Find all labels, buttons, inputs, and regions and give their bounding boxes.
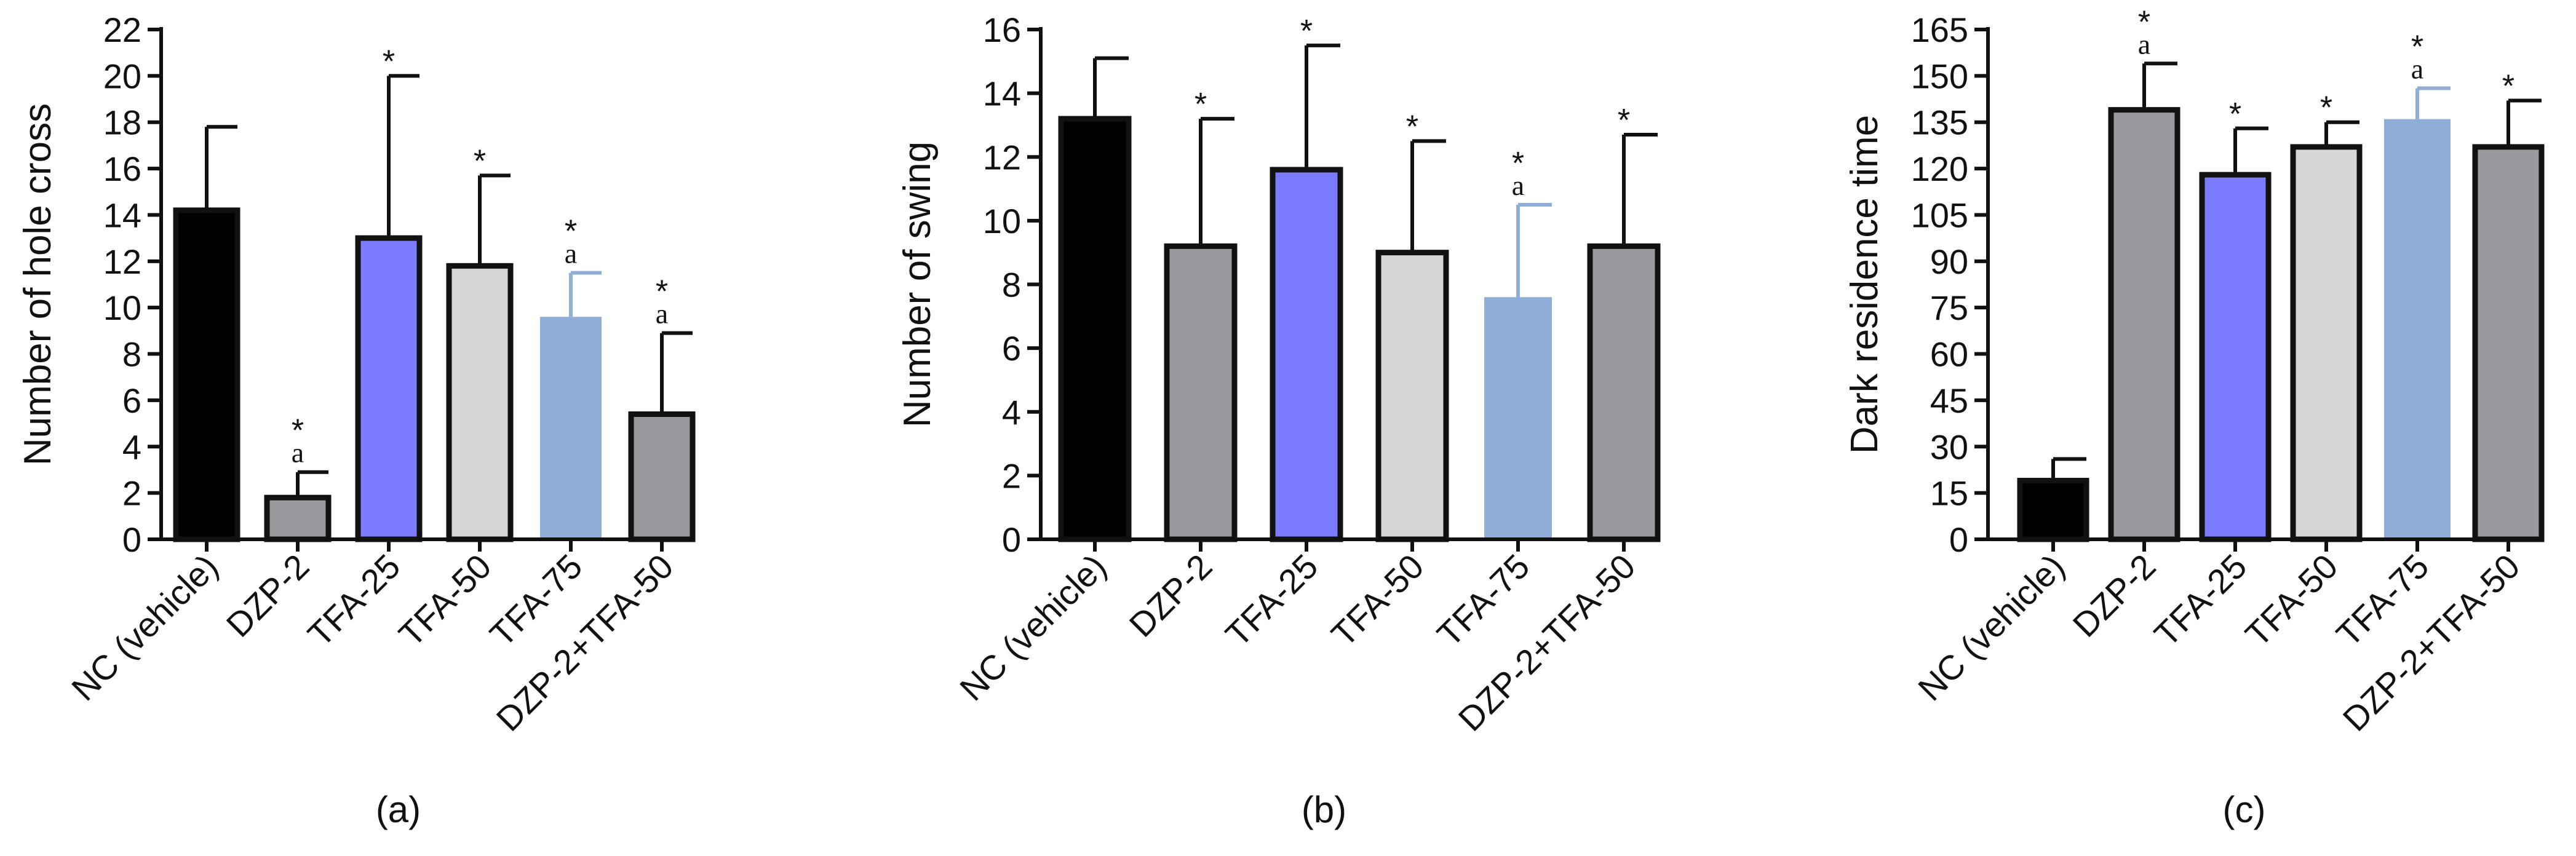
significance-star: *	[2229, 97, 2241, 132]
significance-star: *	[656, 274, 668, 310]
y-tick-label: 0	[122, 520, 141, 559]
x-tick-label: TFA-50	[391, 547, 498, 654]
panel-label: (c)	[2223, 789, 2266, 830]
significance-star: *	[1512, 146, 1524, 181]
significance-star: *	[565, 214, 577, 250]
x-tick-label: DZP-2	[2065, 547, 2163, 644]
bar-tfa-50	[2290, 144, 2363, 542]
significance-star: *	[474, 143, 486, 179]
y-tick-label: 45	[1930, 381, 1968, 420]
bar-dzp-2-tfa-50	[2472, 144, 2545, 542]
x-tick-label: NC (vehicle)	[952, 547, 1113, 708]
y-tick-label: 18	[103, 103, 141, 142]
y-tick-label: 0	[1949, 520, 1968, 559]
y-tick-label: 2	[122, 474, 141, 513]
panel-label: (b)	[1302, 789, 1346, 830]
bar-nc-vehicle	[2017, 478, 2089, 542]
significance-star: *	[292, 413, 304, 449]
y-tick-label: 16	[983, 10, 1021, 49]
y-tick-label: 75	[1930, 288, 1968, 327]
significance-letter: a	[2411, 53, 2423, 84]
y-tick-label: 30	[1930, 427, 1968, 466]
x-tick-label: TFA-25	[300, 547, 407, 654]
x-tick-label: TFA-50	[1324, 547, 1431, 654]
y-tick-label: 4	[1002, 393, 1021, 432]
bar-tfa-50	[446, 263, 514, 542]
x-tick-label: DZP-2	[219, 547, 317, 644]
significance-star: *	[383, 44, 395, 79]
y-tick-label: 12	[983, 138, 1021, 176]
bar-tfa-25	[2199, 172, 2272, 542]
x-tick-label: TFA-25	[2147, 547, 2254, 654]
bar-dzp-2	[1164, 243, 1238, 542]
significance-letter: a	[292, 437, 304, 469]
bar-tfa-25	[355, 235, 423, 542]
significance-star: *	[1406, 109, 1418, 145]
significance-letter: a	[1512, 170, 1524, 201]
bar-dzp-2-tfa-50	[1587, 243, 1661, 542]
y-tick-label: 16	[103, 149, 141, 188]
y-axis-label: Number of hole cross	[17, 103, 59, 466]
y-tick-label: 105	[1911, 196, 1968, 234]
significance-letter: a	[565, 238, 577, 269]
y-tick-label: 120	[1911, 149, 1968, 188]
significance-letter: a	[656, 298, 668, 330]
x-tick-label: TFA-25	[1218, 547, 1325, 654]
y-tick-label: 2	[1002, 456, 1021, 495]
significance-star: *	[2320, 90, 2332, 126]
bar-dzp-2	[264, 494, 332, 542]
y-tick-label: 10	[103, 288, 141, 327]
y-axis-label: Number of swing	[896, 141, 939, 427]
x-tick-label: NC (vehicle)	[64, 547, 225, 708]
bar-tfa-75	[540, 317, 602, 539]
y-tick-label: 135	[1911, 103, 1968, 142]
y-axis-label: Dark residence time	[1843, 115, 1886, 454]
y-tick-label: 22	[103, 10, 141, 49]
significance-star: *	[1195, 87, 1207, 122]
significance-star: *	[1300, 14, 1313, 49]
bar-nc-vehicle	[1058, 116, 1132, 542]
bar-dzp-2	[2108, 107, 2180, 542]
y-tick-label: 6	[1002, 329, 1021, 368]
significance-star: *	[1618, 103, 1630, 138]
significance-letter: a	[2138, 28, 2150, 60]
y-tick-label: 0	[1002, 520, 1021, 559]
y-tick-label: 4	[122, 427, 141, 466]
y-tick-label: 8	[122, 335, 141, 374]
bar-tfa-75	[1484, 297, 1552, 539]
y-tick-label: 150	[1911, 57, 1968, 95]
panel-c: 0 15 30 45 60 75 90 105 120 135 150 165 Dark residen…	[1843, 4, 2545, 830]
panel-b: 0 2 4 6 8 10 12 14 16 Number of swing NC (vehicle)…	[896, 10, 1661, 830]
y-tick-label: 6	[122, 381, 141, 420]
bar-tfa-75	[2384, 119, 2451, 540]
bar-nc-vehicle	[173, 207, 241, 542]
y-tick-label: 15	[1930, 474, 1968, 513]
bar-tfa-50	[1375, 250, 1449, 542]
significance-star: *	[2502, 69, 2514, 105]
x-tick-label: TFA-75	[1429, 547, 1536, 654]
bar-tfa-25	[1270, 167, 1343, 542]
y-tick-label: 12	[103, 242, 141, 281]
y-tick-label: 10	[983, 202, 1021, 240]
x-tick-label: NC (vehicle)	[1910, 547, 2072, 708]
y-tick-label: 20	[103, 57, 141, 95]
y-tick-label: 60	[1930, 335, 1968, 374]
panel-a: 0 2 4 6 8 10 12 14 16 18 20 22 Number of hole cross N…	[17, 10, 696, 830]
significance-star: *	[2411, 29, 2423, 65]
y-tick-label: 165	[1911, 10, 1968, 49]
bar-dzp-2-tfa-50	[628, 411, 696, 542]
x-tick-label: DZP-2+TFA-50	[1451, 547, 1643, 739]
panel-label: (a)	[376, 789, 421, 830]
x-tick-label: TFA-50	[2238, 547, 2345, 654]
x-tick-label: DZP-2	[1122, 547, 1220, 644]
y-tick-label: 14	[983, 74, 1021, 113]
y-tick-label: 8	[1002, 266, 1021, 304]
significance-star: *	[2138, 4, 2150, 40]
y-tick-label: 90	[1930, 242, 1968, 281]
y-tick-label: 14	[103, 196, 141, 234]
